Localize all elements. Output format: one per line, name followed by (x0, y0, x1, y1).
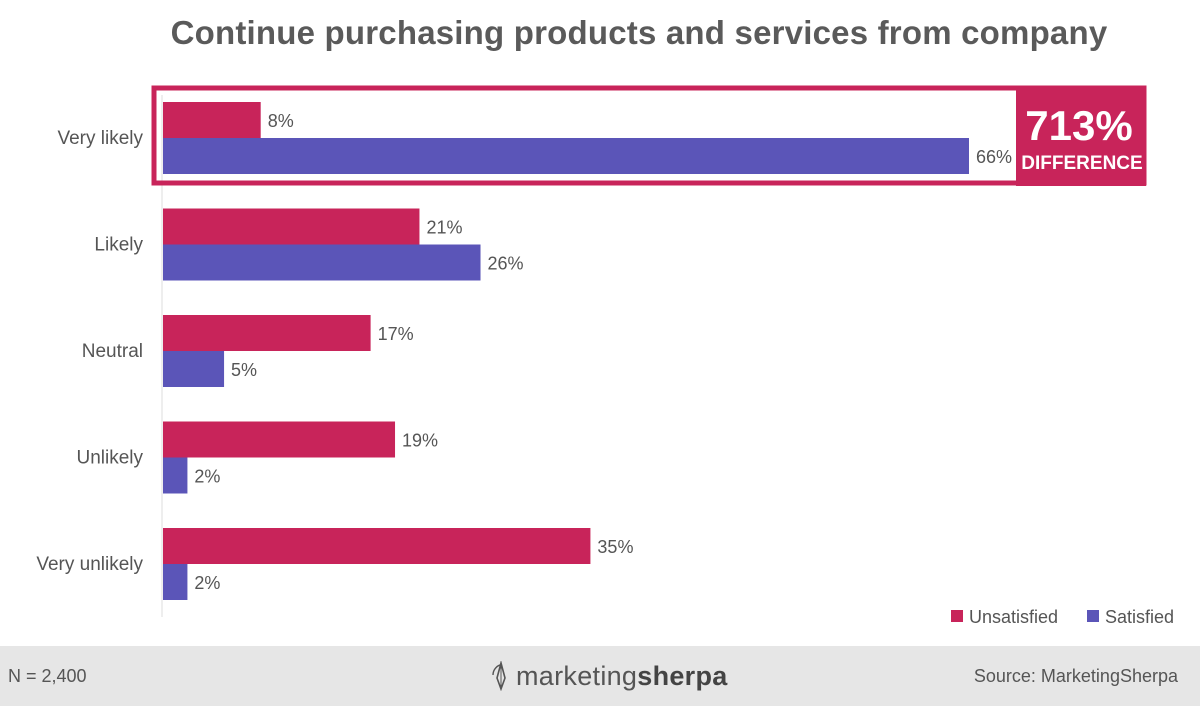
legend-swatch (951, 610, 963, 622)
callout-badge (1016, 88, 1146, 186)
category-label: Neutral (82, 341, 143, 362)
logo-wordmark: marketingsherpa (516, 660, 728, 691)
category-label: Very likely (57, 128, 143, 149)
bar-satisfied (163, 351, 225, 387)
data-label: 21% (426, 218, 462, 238)
compass-icon (492, 661, 506, 691)
bar-unsatisfied (163, 315, 371, 351)
data-label: 26% (488, 254, 524, 274)
category-label: Unlikely (76, 448, 143, 469)
data-label: 2% (194, 573, 220, 593)
bar-chart: 713% DIFFERENCE Very likely 8% 66% Likely 21% 2… (36, 85, 1174, 627)
callout-text: DIFFERENCE (1021, 153, 1142, 174)
bar-unsatisfied (163, 102, 261, 138)
bar-satisfied (163, 457, 188, 494)
bar-satisfied (163, 138, 969, 174)
bar-satisfied (163, 244, 481, 281)
callout-value: 713% (1025, 102, 1132, 149)
bar-unsatisfied (163, 208, 420, 245)
chart-title: Continue purchasing products and service… (170, 14, 1108, 51)
data-label: 66% (976, 147, 1012, 167)
data-label: 5% (231, 360, 257, 380)
legend-label: Unsatisfied (969, 607, 1058, 627)
data-label: 2% (194, 467, 220, 487)
sample-size-note: N = 2,400 (8, 666, 87, 686)
bar-satisfied (163, 564, 188, 600)
data-label: 17% (378, 324, 414, 344)
category-label: Likely (94, 235, 143, 256)
source-note: Source: MarketingSherpa (973, 666, 1178, 686)
marketingsherpa-logo: marketingsherpa (490, 658, 728, 694)
data-label: 35% (597, 537, 633, 557)
bar-unsatisfied (163, 421, 396, 458)
legend-swatch (1087, 610, 1099, 622)
category-label: Very unlikely (36, 554, 143, 575)
bar-unsatisfied (163, 528, 591, 564)
data-label: 19% (402, 431, 438, 451)
data-label: 8% (268, 111, 294, 131)
footer-bar: N = 2,400 marketingsherpa Source: Market… (0, 646, 1200, 706)
legend-label: Satisfied (1105, 607, 1174, 627)
